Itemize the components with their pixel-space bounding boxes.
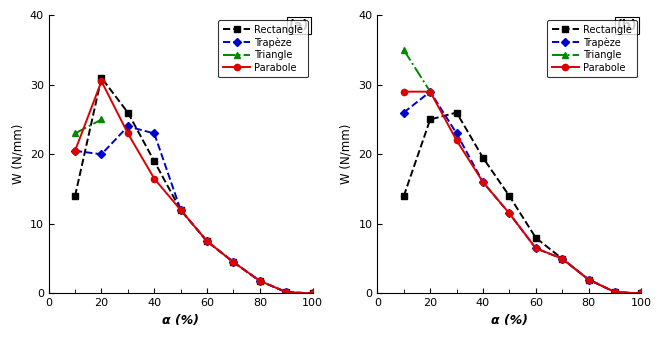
Trapèze [203, 239, 211, 243]
Triangle [97, 118, 105, 122]
Parabole [203, 239, 211, 243]
Parabole [400, 90, 408, 94]
Rectangle [256, 279, 264, 283]
Rectangle [585, 277, 593, 282]
Trapèze [426, 90, 434, 94]
Parabole [426, 90, 434, 94]
Line: Triangle: Triangle [400, 47, 434, 95]
Parabole [229, 260, 237, 264]
Legend: Rectangle, Trapèze, Triangle, Parabole: Rectangle, Trapèze, Triangle, Parabole [547, 20, 636, 77]
Line: Triangle: Triangle [72, 116, 105, 137]
X-axis label: α (%): α (%) [491, 314, 528, 327]
Rectangle [532, 236, 540, 240]
Trapèze [532, 246, 540, 250]
Trapèze [176, 208, 184, 212]
Trapèze [309, 291, 317, 295]
Trapèze [282, 290, 290, 294]
Rectangle [400, 194, 408, 198]
Trapèze [229, 260, 237, 264]
Trapèze [400, 111, 408, 115]
X-axis label: α (%): α (%) [162, 314, 199, 327]
Parabole [282, 290, 290, 294]
Y-axis label: W (N/mm): W (N/mm) [11, 124, 24, 185]
Parabole [97, 79, 105, 83]
Line: Trapèze: Trapèze [400, 89, 644, 297]
Rectangle [124, 111, 132, 115]
Rectangle [176, 208, 184, 212]
Trapèze [151, 131, 158, 136]
Line: Parabole: Parabole [400, 89, 644, 297]
Rectangle [637, 291, 645, 295]
Line: Trapèze: Trapèze [72, 123, 316, 297]
Parabole [71, 149, 79, 153]
Parabole [176, 208, 184, 212]
Rectangle [558, 257, 566, 261]
Parabole [505, 211, 513, 215]
Triangle [400, 48, 408, 52]
Trapèze [585, 277, 593, 282]
Trapèze [124, 124, 132, 128]
Trapèze [97, 152, 105, 156]
Parabole [309, 291, 317, 295]
Rectangle [71, 194, 79, 198]
Rectangle [151, 159, 158, 163]
Trapèze [611, 290, 619, 294]
Line: Rectangle: Rectangle [400, 110, 644, 297]
Parabole [532, 246, 540, 250]
Rectangle [203, 239, 211, 243]
Text: (b): (b) [617, 19, 637, 32]
Rectangle [479, 156, 487, 160]
Rectangle [97, 76, 105, 80]
Rectangle [426, 118, 434, 122]
Trapèze [558, 257, 566, 261]
Parabole [611, 290, 619, 294]
Parabole [558, 257, 566, 261]
Rectangle [309, 291, 317, 295]
Line: Rectangle: Rectangle [72, 75, 316, 297]
Parabole [637, 291, 645, 295]
Rectangle [453, 111, 461, 115]
Trapèze [453, 131, 461, 136]
Rectangle [229, 260, 237, 264]
Parabole [479, 180, 487, 184]
Parabole [151, 177, 158, 181]
Rectangle [505, 194, 513, 198]
Parabole [453, 138, 461, 142]
Line: Parabole: Parabole [72, 78, 316, 297]
Legend: Rectangle, Trapèze, Triangle, Parabole: Rectangle, Trapèze, Triangle, Parabole [218, 20, 308, 77]
Triangle [71, 131, 79, 136]
Parabole [124, 131, 132, 136]
Parabole [585, 277, 593, 282]
Trapèze [505, 211, 513, 215]
Y-axis label: W (N/mm): W (N/mm) [340, 124, 353, 185]
Trapèze [256, 279, 264, 283]
Rectangle [611, 290, 619, 294]
Trapèze [637, 291, 645, 295]
Text: (a): (a) [288, 19, 309, 32]
Trapèze [71, 149, 79, 153]
Rectangle [282, 290, 290, 294]
Triangle [426, 90, 434, 94]
Trapèze [479, 180, 487, 184]
Parabole [256, 279, 264, 283]
